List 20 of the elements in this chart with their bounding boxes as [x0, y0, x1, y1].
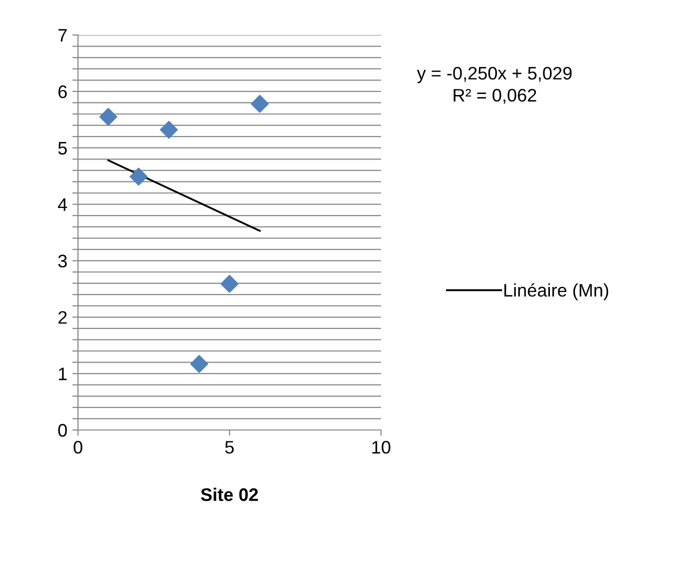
legend-label: Linéaire (Mn) — [504, 283, 608, 300]
point — [190, 355, 208, 373]
point — [250, 94, 269, 113]
x-tick-label: 5 — [225, 441, 234, 454]
x-tick-label: 0 — [74, 440, 82, 454]
point — [130, 168, 148, 186]
point — [99, 108, 118, 126]
y-tick-label: 3 — [58, 254, 67, 268]
y-tick-label: 7 — [58, 29, 67, 42]
point — [160, 120, 178, 139]
point — [220, 274, 238, 293]
y-tick-label: 6 — [58, 85, 67, 98]
y-tick-label: 0 — [58, 424, 67, 437]
x-axis-title: Site 02 — [200, 488, 258, 502]
y-tick-label: 2 — [58, 311, 67, 324]
y-tick-label: 5 — [58, 142, 67, 155]
y-tick-label: 1 — [58, 368, 67, 380]
text: y = -0,250x + 5,029 R² = 0,062 — [416, 66, 572, 104]
y-tick-label: 4 — [58, 198, 68, 211]
x-tick-label: 10 — [372, 440, 390, 454]
